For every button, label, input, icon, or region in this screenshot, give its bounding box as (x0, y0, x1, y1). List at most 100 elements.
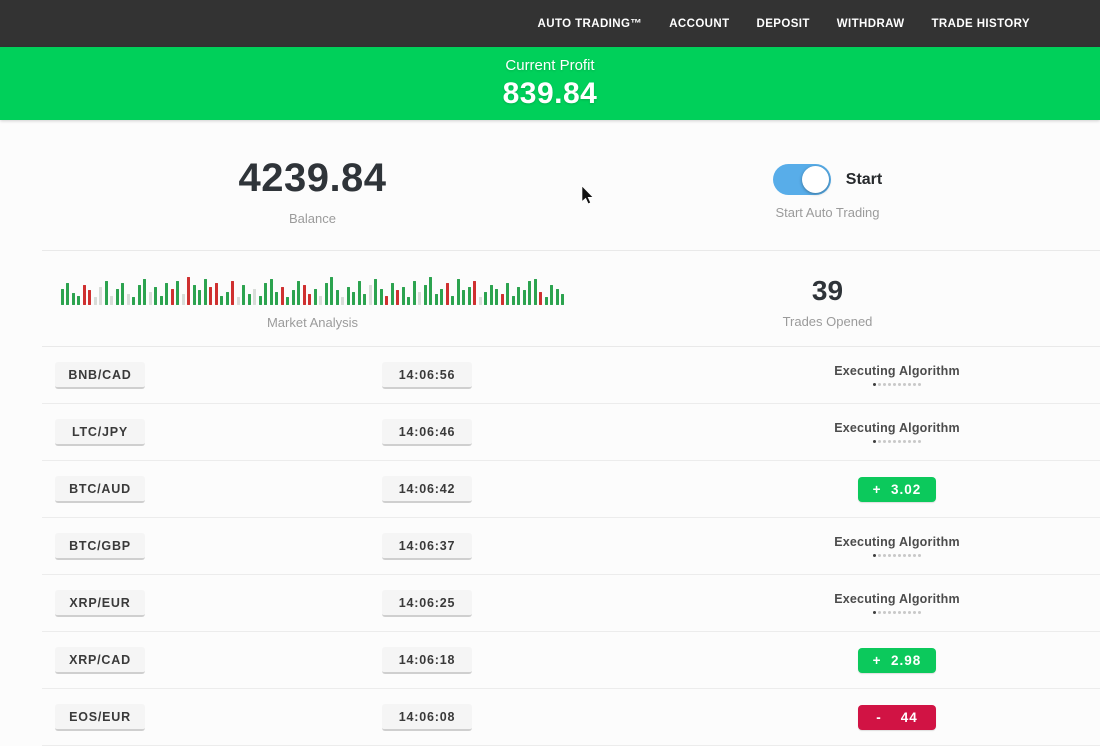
chart-bar (379, 289, 383, 305)
progress-dot (892, 611, 896, 614)
nav-item-auto-trading[interactable]: AUTO TRADING™ (537, 17, 643, 30)
time-cell: 14:06:37 (340, 532, 514, 560)
time-cell: 14:06:25 (340, 589, 514, 617)
chart-bar (522, 290, 526, 305)
progress-dot (902, 611, 906, 614)
chart-bar (555, 289, 559, 305)
progress-dot (902, 440, 906, 443)
progress-dot (907, 611, 911, 614)
trades-list: BNB/CAD 14:06:56 Executing Algorithm LTC/JP… (0, 347, 1100, 746)
auto-trading-toggle[interactable] (772, 164, 831, 195)
progress-dot (912, 554, 916, 557)
toggle-label: Start (845, 170, 883, 188)
chart-bar (308, 294, 312, 305)
progress-dot (907, 383, 911, 386)
progress-dot (902, 554, 906, 557)
progress-dot (897, 440, 901, 443)
chart-bar (258, 296, 262, 305)
chart-bar (352, 292, 356, 305)
chart-bar (148, 292, 152, 305)
pair-cell: BTC/GBP (42, 532, 340, 560)
chart-bar (335, 290, 339, 305)
time-cell: 14:06:42 (340, 475, 514, 503)
chart-bar (445, 283, 449, 305)
nav-item-trade-history[interactable]: TRADE HISTORY (931, 17, 1030, 30)
progress-dot (902, 383, 906, 386)
chart-bar (456, 279, 460, 305)
progress-dot (897, 383, 901, 386)
nav-item-account[interactable]: ACCOUNT (669, 17, 730, 30)
chart-bar (319, 296, 323, 305)
pair-cell: XRP/EUR (42, 589, 340, 617)
chart-bar (374, 279, 378, 305)
executing-status: Executing Algorithm (834, 364, 960, 386)
chart-bar (198, 290, 202, 305)
progress-dot (872, 383, 876, 386)
chart-bar (544, 297, 548, 305)
progress-dot (882, 611, 886, 614)
chart-bar (66, 283, 70, 305)
trade-row: LTC/JPY 14:06:46 Executing Algorithm (42, 404, 1100, 461)
trade-row: BTC/AUD 14:06:42 + 3.02 (42, 461, 1100, 518)
chart-bar (451, 296, 455, 305)
chart-bar (500, 294, 504, 305)
chart-bar (341, 297, 345, 305)
chart-bar (280, 287, 284, 305)
progress-dot (912, 440, 916, 443)
trades-opened-value: 39 (811, 275, 844, 306)
chart-bar (302, 285, 306, 305)
progress-dot (917, 611, 921, 614)
trade-row: BTC/GBP 14:06:37 Executing Algorithm (42, 518, 1100, 575)
progress-dot (877, 554, 881, 557)
status-cell: Executing Algorithm (694, 364, 1100, 386)
chart-bar (297, 281, 301, 305)
chart-bar (214, 283, 218, 305)
progress-dot (917, 554, 921, 557)
chart-bar (495, 289, 499, 305)
progress-dot (887, 440, 891, 443)
pair-badge: XRP/EUR (55, 589, 145, 617)
chart-bar (236, 297, 240, 305)
progress-dot (882, 554, 886, 557)
status-cell: + 2.98 (694, 647, 1100, 673)
chart-bar (88, 290, 92, 305)
pair-badge: LTC/JPY (55, 418, 145, 446)
progress-dot (877, 611, 881, 614)
time-cell: 14:06:56 (340, 361, 514, 389)
pair-badge: BNB/CAD (55, 361, 145, 389)
executing-label: Executing Algorithm (834, 421, 960, 435)
progress-dot (882, 383, 886, 386)
chart-bar (385, 296, 389, 305)
chart-bar (121, 283, 125, 305)
progress-dot (887, 554, 891, 557)
progress-dot (917, 440, 921, 443)
chart-bar (313, 289, 317, 305)
nav-item-deposit[interactable]: DEPOSIT (756, 17, 810, 30)
pair-cell: LTC/JPY (42, 418, 340, 446)
current-profit-value: 839.84 (502, 76, 598, 110)
chart-bar (418, 292, 422, 305)
chart-bar (82, 285, 86, 305)
chart-bar (517, 287, 521, 305)
progress-dot (892, 554, 896, 557)
progress-dot (907, 440, 911, 443)
status-cell: Executing Algorithm (694, 592, 1100, 614)
chart-bar (330, 277, 334, 305)
pair-cell: BTC/AUD (42, 475, 340, 503)
progress-dot (892, 440, 896, 443)
chart-bar (363, 294, 367, 305)
pair-badge: EOS/EUR (55, 703, 145, 731)
executing-label: Executing Algorithm (834, 592, 960, 606)
chart-bar (528, 281, 532, 305)
top-nav: AUTO TRADING™ ACCOUNT DEPOSIT WITHDRAW T… (0, 0, 1100, 47)
executing-label: Executing Algorithm (834, 364, 960, 378)
chart-bar (533, 279, 537, 305)
status-cell: - 44 (694, 704, 1100, 730)
chart-bar (192, 285, 196, 305)
pair-cell: BNB/CAD (42, 361, 340, 389)
current-profit-label: Current Profit (505, 56, 595, 74)
progress-dot (912, 383, 916, 386)
time-badge: 14:06:08 (382, 703, 472, 731)
nav-item-withdraw[interactable]: WITHDRAW (836, 17, 905, 30)
chart-bar (489, 285, 493, 305)
